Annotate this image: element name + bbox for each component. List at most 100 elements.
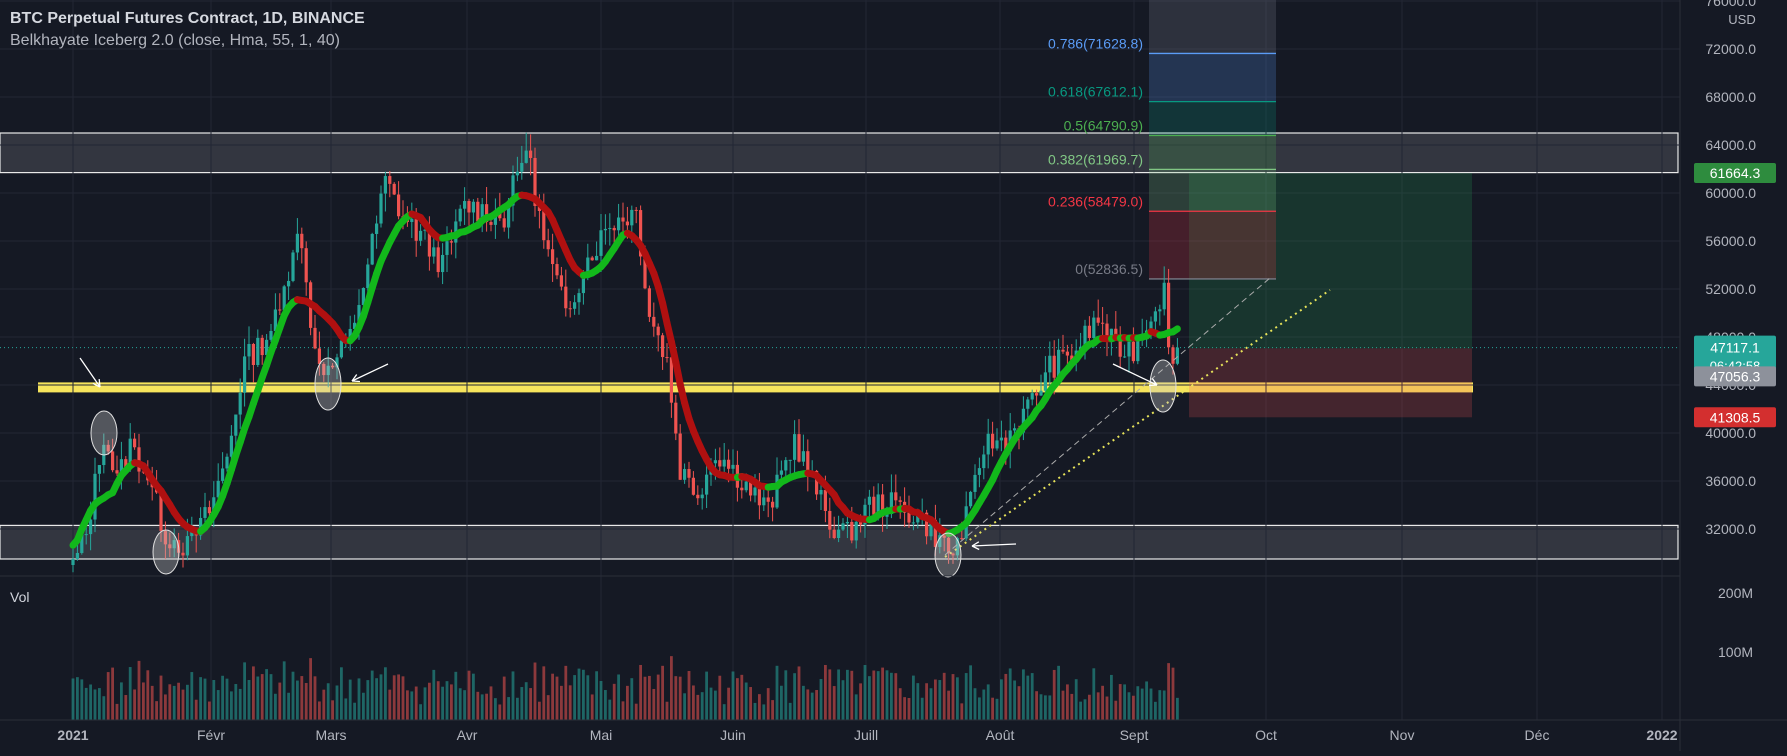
- volume-bar: [833, 686, 836, 720]
- volume-bar: [256, 677, 259, 720]
- candle-body: [1176, 348, 1179, 364]
- volume-bar: [226, 679, 229, 720]
- volume-bar: [142, 682, 145, 720]
- volume-bar: [1053, 670, 1056, 720]
- candle-body: [824, 490, 827, 511]
- volume-bar: [344, 698, 347, 720]
- volume-bar: [886, 670, 889, 720]
- candle-body: [375, 224, 378, 234]
- last-price-badge: 47117.1: [1710, 340, 1760, 356]
- volume-bar: [630, 678, 633, 720]
- volume-bar: [644, 677, 647, 720]
- candle-body: [973, 475, 976, 492]
- volume-bar: [520, 687, 523, 720]
- volume-bar: [1176, 698, 1179, 720]
- volume-bar: [146, 670, 149, 720]
- volume-bar: [811, 693, 814, 720]
- volume-bar: [437, 681, 440, 720]
- volume-bar: [1013, 680, 1016, 720]
- candle-body: [573, 302, 576, 309]
- candle-body: [1132, 342, 1135, 361]
- candle-body: [437, 247, 440, 272]
- candle-body: [604, 229, 607, 230]
- volume-bar: [921, 698, 924, 720]
- candle-body: [775, 475, 778, 508]
- volume-bar: [912, 676, 915, 720]
- volume-bar: [930, 688, 933, 720]
- fib-band: [1149, 211, 1276, 279]
- volume-bar: [375, 678, 378, 720]
- candle-body: [397, 194, 400, 216]
- volume-bar: [560, 686, 563, 720]
- volume-bar: [666, 702, 669, 720]
- volume-bar: [982, 690, 985, 720]
- volume-bar: [956, 677, 959, 720]
- volume-bar: [868, 676, 871, 720]
- candle-body: [762, 497, 765, 505]
- candle-body: [912, 522, 915, 523]
- candle-body: [76, 553, 79, 559]
- volume-layer: [72, 656, 1179, 720]
- candle-body: [243, 356, 246, 392]
- volume-bar: [974, 688, 977, 720]
- resistance-zone: [0, 133, 1678, 173]
- volume-bar: [877, 671, 880, 720]
- volume-bar: [934, 680, 937, 720]
- time-label-12: 2022: [1646, 727, 1677, 743]
- indicator-label[interactable]: Belkhayate Iceberg 2.0 (close, Hma, 55, …: [10, 32, 340, 50]
- candle-body: [1061, 350, 1064, 352]
- hma-layer: [73, 195, 1177, 545]
- candle-body: [727, 460, 730, 469]
- candle-body: [652, 317, 655, 327]
- volume-bar: [925, 683, 928, 720]
- volume-tick-label: 100M: [1718, 644, 1753, 660]
- volume-bar: [322, 690, 325, 720]
- volume-tick-label: 200M: [1718, 585, 1753, 601]
- volume-bar: [613, 684, 616, 720]
- candle-body: [679, 434, 682, 480]
- candle-body: [1158, 309, 1161, 311]
- volume-bar: [309, 658, 312, 720]
- candle-body: [203, 507, 206, 518]
- volume-bar: [1009, 668, 1012, 720]
- volume-bar: [450, 684, 453, 720]
- volume-bar: [318, 701, 321, 720]
- volume-bar: [89, 684, 92, 720]
- volume-bar: [485, 694, 488, 720]
- candle-body: [1000, 438, 1003, 441]
- candle-body: [225, 457, 228, 469]
- candle-body: [599, 230, 602, 256]
- volume-bar: [190, 672, 193, 720]
- candle-body: [300, 234, 303, 248]
- volume-bar: [349, 680, 352, 720]
- volume-bar: [987, 684, 990, 720]
- volume-bar: [270, 674, 273, 720]
- candle-body: [793, 434, 796, 460]
- volume-bar: [820, 679, 823, 720]
- annotation-arrow: [352, 364, 388, 381]
- volume-bar: [692, 685, 695, 720]
- time-label-7: Août: [986, 727, 1015, 743]
- candle-body: [1048, 356, 1051, 373]
- volume-bar: [362, 693, 365, 720]
- volume-bar: [793, 673, 796, 720]
- candle-body: [723, 460, 726, 467]
- price-label: 60000.0: [1705, 185, 1756, 201]
- candle-body: [969, 492, 972, 506]
- volume-bar: [947, 691, 950, 720]
- volume-bar: [864, 665, 867, 720]
- volume-bar: [771, 700, 774, 720]
- volume-bar: [705, 672, 708, 720]
- volume-bar: [151, 686, 154, 720]
- fib-band: [1149, 136, 1276, 170]
- candle-body: [569, 308, 572, 309]
- volume-bar: [371, 671, 374, 720]
- candle-body: [771, 502, 774, 508]
- time-label-2: Mars: [315, 727, 346, 743]
- volume-bar: [305, 683, 308, 720]
- volume-bar: [600, 681, 603, 720]
- volume-bar: [740, 675, 743, 720]
- volume-bar: [85, 688, 88, 720]
- volume-bar: [776, 666, 779, 720]
